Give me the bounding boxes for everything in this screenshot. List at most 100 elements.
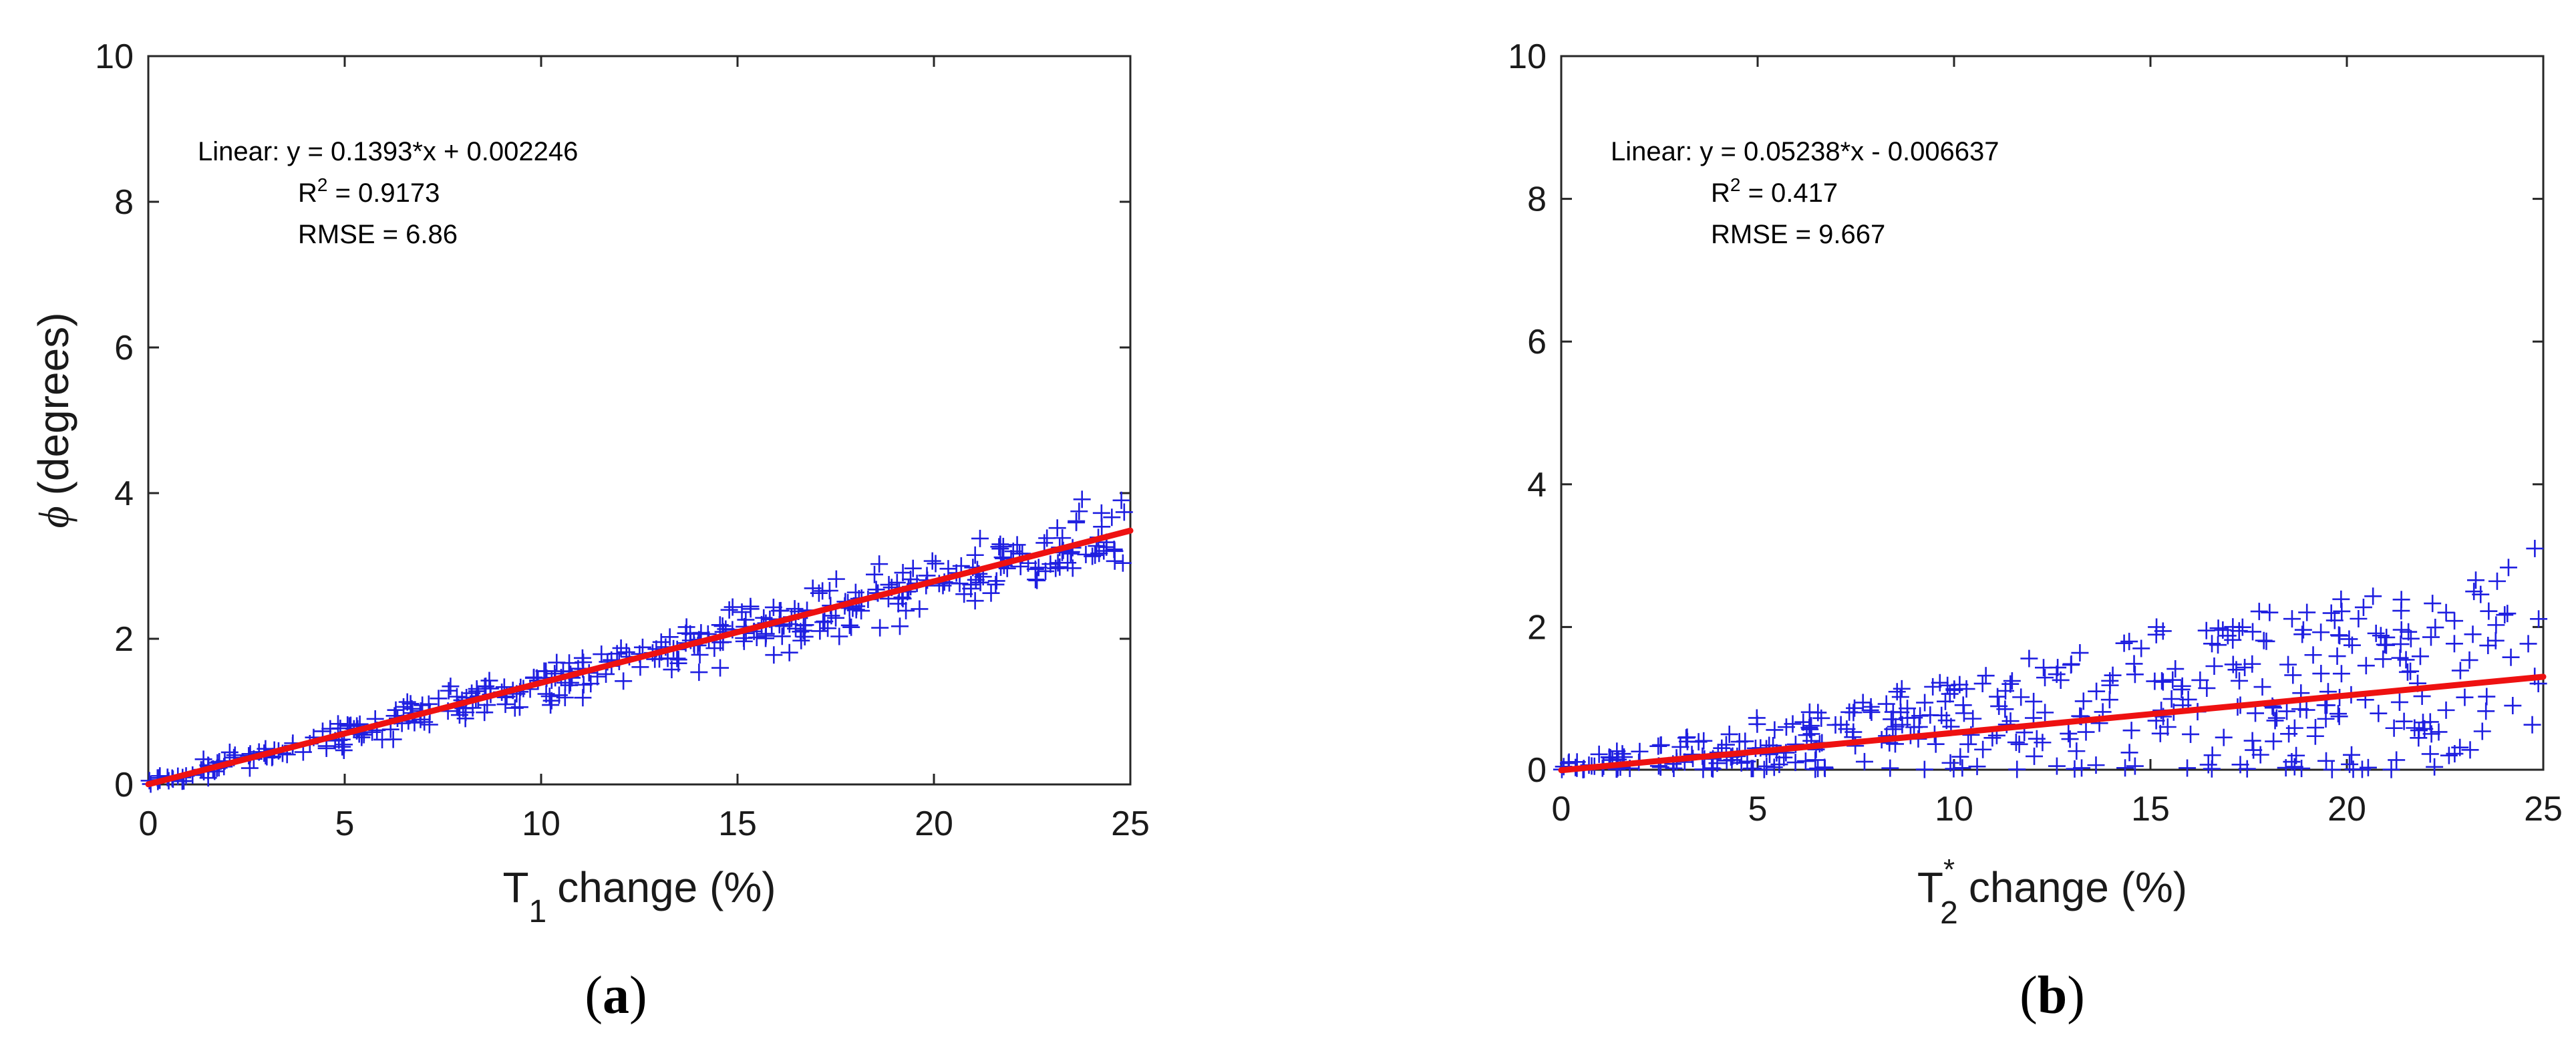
panel-b-data-point [1974,740,1992,758]
panel-b-data-point [2285,719,2303,737]
panel-a-data-point [711,659,730,677]
panel-b-data-point [2088,682,2106,700]
panel-b-data-point [2499,559,2517,577]
panel-b-ytick-label: 8 [1527,180,1547,219]
panel-a-data-point [842,618,860,636]
panel-b-data-point [2430,723,2448,741]
panel-a-data-point [537,662,555,680]
panel-a-data-point [870,555,889,573]
panel-b-data-point [2374,650,2392,668]
panel-a-data-point [668,649,686,668]
panel-a-xtick-label: 0 [139,804,158,843]
panel-b-data-point [2523,716,2541,734]
panel-a-data-point [1068,513,1086,531]
panel-b-xtick-label: 0 [1552,790,1571,829]
panel-b-data-point [2317,710,2335,728]
panel-a-data-point [840,616,858,634]
panel-b-data-point [1915,760,1933,778]
panel-b-data-point [1883,710,1901,728]
panel-a-data-point [574,689,592,707]
panel-a-data-point [966,546,984,564]
panel-a-data-point [792,631,810,649]
panel-a-rmse: RMSE = 6.86 [298,220,458,249]
panel-b-data-point [2461,741,2479,759]
panel-b-data-point [2227,661,2245,679]
panel-b-data-point [2421,713,2439,731]
panel-a-data-point [387,701,405,719]
panel-a-data-point [1112,491,1130,509]
panel-b-data-point [2502,648,2520,666]
panel-a-data-point [199,769,217,787]
panel-a-fit-line [145,527,1134,788]
panel-b-data-point [2372,627,2390,645]
panel-b-data-point [2265,732,2283,750]
panel-a-data-point [971,529,989,547]
panel-b-data-point [2173,677,2191,695]
panel-a-data-point [373,730,391,748]
panel-b-data-point [2385,719,2403,737]
panel-a-data-point [1004,543,1022,561]
panel-a-xlabel-sub: 1 [529,894,547,929]
panel-b-data-point [2460,651,2478,669]
panel-a-data-point [810,584,828,602]
panel-b-data-point [2480,602,2498,620]
panel-b-data-point [1910,718,1928,736]
panel-b-data-point [2025,692,2043,710]
panel-b-data-point [1671,738,1689,756]
panel-b-data-point [2209,619,2227,637]
panel-b-data-point [2255,631,2273,649]
panel-a-data-point [827,609,845,627]
panel-b-xtick-label: 10 [1935,790,1973,829]
panel-b-data-point [2328,647,2346,665]
panel-b-data-point [1590,745,1608,763]
panel-a-data-point [537,685,555,703]
panel-b-data-point [2214,621,2232,639]
panel-b-data-point [2125,655,2143,673]
panel-b-data-point [1887,718,1905,736]
panel-a-ytick-label: 4 [114,474,134,513]
panel-a-data-point [765,646,783,664]
panel-a-data-point [560,654,579,672]
panel-b-data-point [2247,704,2265,722]
panel-a-data-point [1114,554,1132,572]
panel-b-data-point [1888,683,1906,701]
panel-a-data-point [1086,546,1104,564]
panel-b-data-point [2293,625,2311,643]
panel-b-points [1553,539,2548,778]
panel-b-data-point [2406,719,2424,737]
panel-b-data-point [2116,759,2134,777]
panel-b-data-point [2026,747,2044,765]
panel-b-data-point [2446,612,2464,630]
panel-b-data-point [2049,659,2067,677]
panel-b-data-point [2158,718,2177,736]
panel-b-data-point [2266,712,2284,730]
panel-b-data-point [2073,759,2091,777]
panel-a-ytick-label: 6 [114,329,134,367]
panel-b-ytick-label: 4 [1527,466,1547,504]
panel-b-data-point [2077,723,2095,741]
panel-a-data-point [830,627,848,645]
panel-b-data-point [2317,752,2336,770]
panel-b-data-point [1921,706,1939,724]
panel-a-data-point [329,715,347,733]
panel-b-r2-prefix: R [1711,178,1730,208]
panel-b-data-point [2120,744,2138,762]
panel-b-data-point [2424,595,2442,613]
panel-b-data-point [1786,754,1804,772]
panel-b-x-ticks: 0 5 10 15 20 25 [1552,56,2563,829]
panel-b-data-point [2224,631,2242,649]
panel-a-data-point [866,565,884,583]
panel-b-data-point [1802,717,1820,735]
panel-b-data-point [2074,692,2092,710]
panel-a-data-point [819,619,837,637]
panel-b-data-point [2377,636,2395,654]
panel-b-data-point [1927,735,1945,753]
panel-b-data-point [2126,757,2144,775]
panel-b-data-point [2231,756,2249,774]
panel-b-data-point [2422,628,2440,646]
panel-a-data-point [711,616,729,634]
panel-b-data-point [2395,712,2413,730]
panel-b-data-point [2322,604,2340,622]
panel-a-data-point [560,676,579,694]
panel-a-x-ticks: 0 5 10 15 20 25 [139,56,1150,843]
